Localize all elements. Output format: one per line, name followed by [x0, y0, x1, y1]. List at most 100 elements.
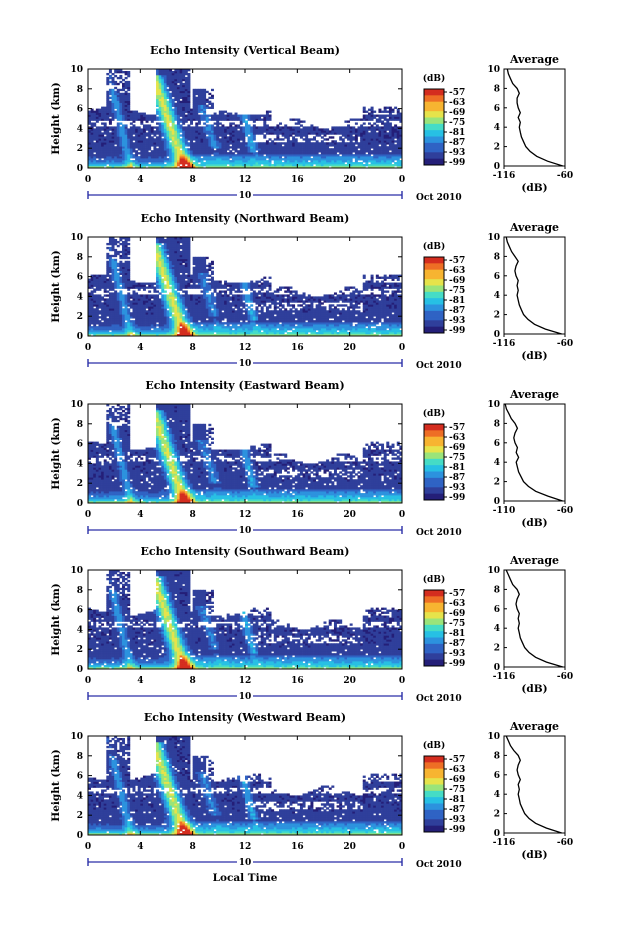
x-tick-label: 20: [343, 676, 356, 686]
colorbar-tick-label: -63: [449, 98, 465, 108]
month-year-label: Oct 2010: [416, 528, 462, 538]
average-y-tick-label: 0: [494, 663, 500, 673]
colorbar-unit: (dB): [423, 574, 445, 585]
average-y-tick-label: 10: [487, 233, 500, 243]
date-label: 10: [239, 359, 252, 369]
y-tick-label: 10: [70, 65, 83, 75]
panel-title: Echo Intensity (Northward Beam): [141, 212, 350, 225]
colorbar-tick-label: -63: [449, 433, 465, 443]
date-label: 10: [239, 692, 252, 702]
average-y-tick-label: 0: [494, 497, 500, 507]
average-x-tick-label: -60: [557, 339, 573, 349]
average-y-tick-label: 8: [494, 84, 500, 94]
x-tick-label: 0: [399, 676, 405, 686]
average-x-tick-label: -110: [493, 506, 516, 516]
y-tick-label: 8: [77, 420, 83, 430]
y-tick-label: 6: [77, 105, 83, 115]
colorbar-tick-label: -63: [449, 765, 465, 775]
panel-title: Echo Intensity (Vertical Beam): [150, 44, 340, 57]
x-tick-label: 0: [399, 343, 405, 353]
average-y-tick-label: 6: [494, 272, 500, 282]
x-tick-label: 0: [85, 510, 91, 520]
y-tick-label: 10: [70, 732, 83, 742]
x-tick-label: 16: [291, 343, 304, 353]
colorbar-frame: [423, 423, 445, 501]
colorbar-frame: [423, 88, 445, 166]
y-axis-label: Height (km): [50, 82, 62, 154]
x-tick-label: 0: [399, 510, 405, 520]
colorbar-tick-label: -69: [449, 108, 465, 118]
x-tick-label: 20: [343, 842, 356, 852]
average-y-tick-label: 2: [494, 311, 500, 321]
y-tick-label: 2: [77, 312, 83, 322]
average-title: Average: [509, 221, 559, 234]
average-x-tick-label: -116: [493, 672, 516, 682]
average-x-label: (dB): [521, 849, 547, 861]
colorbar-unit: (dB): [423, 408, 445, 419]
colorbar-tick-label: -99: [449, 825, 465, 835]
average-y-tick-label: 2: [494, 644, 500, 654]
heatmap-field: [88, 570, 403, 670]
colorbar-tick-label: -75: [449, 453, 465, 463]
x-tick-label: 8: [190, 676, 196, 686]
month-year-label: Oct 2010: [416, 694, 462, 704]
x-tick-label: 8: [190, 175, 196, 185]
y-tick-label: 8: [77, 752, 83, 762]
x-axis-label: Local Time: [213, 872, 278, 884]
x-tick-label: 12: [239, 842, 252, 852]
average-y-tick-label: 2: [494, 143, 500, 153]
y-tick-label: 4: [77, 292, 83, 302]
colorbar-tick-label: -69: [449, 276, 465, 286]
x-tick-label: 0: [85, 343, 91, 353]
month-year-label: Oct 2010: [416, 361, 462, 371]
colorbar-unit: (dB): [423, 73, 445, 84]
average-x-tick-label: -60: [557, 838, 573, 848]
y-tick-label: 2: [77, 811, 83, 821]
y-tick-label: 0: [77, 499, 83, 509]
colorbar: [424, 89, 444, 166]
colorbar-tick-label: -57: [449, 88, 465, 98]
colorbar-unit: (dB): [423, 740, 445, 751]
colorbar-tick-label: -75: [449, 286, 465, 296]
x-tick-label: 4: [137, 175, 143, 185]
y-tick-label: 8: [77, 253, 83, 263]
average-profile-line: [505, 735, 562, 834]
panel-title: Echo Intensity (Eastward Beam): [145, 379, 344, 392]
colorbar-tick-label: -75: [449, 785, 465, 795]
x-tick-label: 12: [239, 175, 252, 185]
panel-5: Echo Intensity (Westward Beam) 0 2 4 6 8 10 0 4 8…: [50, 711, 573, 884]
y-tick-label: 10: [70, 400, 83, 410]
colorbar-tick-label: -81: [449, 128, 465, 138]
average-y-tick-label: 4: [494, 123, 500, 133]
colorbar-tick-label: -99: [449, 326, 465, 336]
y-axis-label: Height (km): [50, 749, 62, 821]
date-label: 10: [239, 526, 252, 536]
colorbar: [424, 590, 444, 667]
average-profile-line: [505, 569, 563, 668]
average-y-tick-label: 4: [494, 458, 500, 468]
colorbar-frame: [423, 589, 445, 667]
x-tick-label: 8: [190, 510, 196, 520]
colorbar-tick-label: -93: [449, 649, 465, 659]
average-title: Average: [509, 720, 559, 733]
colorbar-tick-label: -57: [449, 256, 465, 266]
average-x-tick-label: -60: [557, 171, 573, 181]
heatmap-field: [88, 69, 403, 169]
y-tick-label: 10: [70, 566, 83, 576]
heatmap-field: [88, 237, 403, 337]
average-y-tick-label: 10: [487, 566, 500, 576]
y-tick-label: 4: [77, 625, 83, 635]
average-x-label: (dB): [521, 517, 547, 529]
x-tick-label: 12: [239, 343, 252, 353]
date-label: 10: [239, 858, 252, 868]
colorbar-tick-label: -87: [449, 639, 465, 649]
average-x-tick-label: -60: [557, 672, 573, 682]
colorbar-tick-label: -57: [449, 589, 465, 599]
month-year-label: Oct 2010: [416, 193, 462, 203]
x-tick-label: 16: [291, 510, 304, 520]
average-y-tick-label: 2: [494, 478, 500, 488]
colorbar-tick-label: -63: [449, 266, 465, 276]
colorbar: [424, 424, 444, 501]
colorbar-tick-label: -75: [449, 118, 465, 128]
